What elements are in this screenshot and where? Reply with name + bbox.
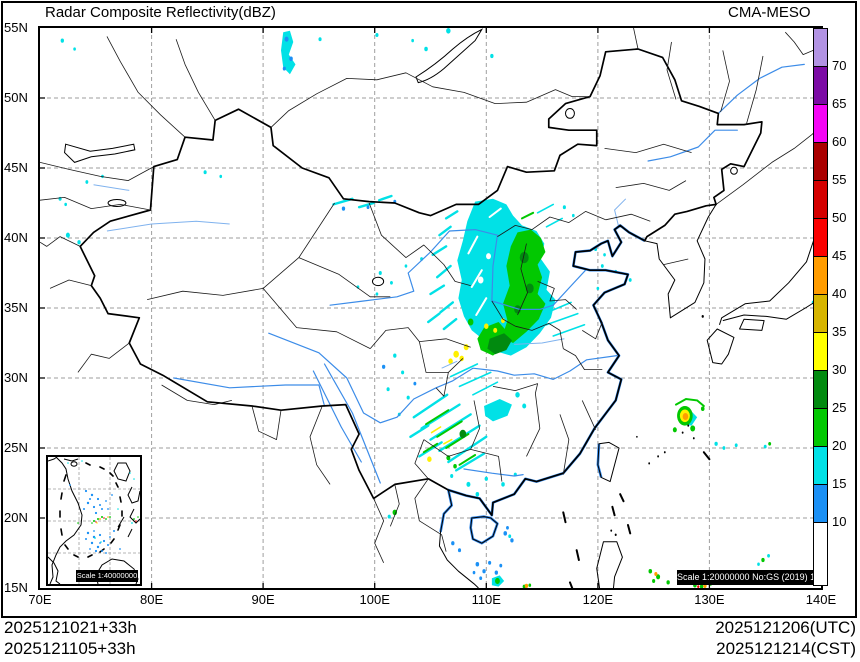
- colorbar-label-20: 20: [832, 438, 847, 453]
- province-borders: [147, 144, 691, 481]
- china-map: [40, 28, 821, 588]
- colorbar-label-30: 30: [832, 362, 847, 377]
- lat-label-15N: 15N: [4, 580, 28, 595]
- colorbar-label-70: 70: [832, 58, 847, 73]
- inset-echoes: [67, 460, 139, 554]
- colorbar-swatch-12: [813, 484, 828, 523]
- init-time-cst: 2025121105+33h: [4, 639, 136, 658]
- colorbar-label-45: 45: [832, 248, 847, 263]
- colorbar-swatch-8: [813, 332, 828, 371]
- colorbar-swatch-4: [813, 180, 828, 219]
- south-china-sea-inset: Scale 1:40000000: [46, 455, 142, 586]
- colorbar-label-25: 25: [832, 400, 847, 415]
- colorbar-swatch-3: [813, 142, 828, 181]
- lon-label-130E: 130E: [694, 592, 725, 607]
- lon-label-90E: 90E: [251, 592, 275, 607]
- lon-label-120E: 120E: [582, 592, 614, 607]
- init-time-utc: 2025121021+33h: [4, 618, 137, 637]
- radar-echoes: [58, 28, 820, 589]
- colorbar-swatch-1: [813, 66, 828, 105]
- lat-label-40N: 40N: [4, 230, 28, 245]
- colorbar-label-50: 50: [832, 210, 847, 225]
- colorbar-swatch-13: [813, 522, 828, 586]
- lon-label-110E: 110E: [471, 592, 501, 607]
- lat-label-30N: 30N: [4, 370, 28, 385]
- map-frame: [38, 26, 823, 590]
- colorbar-swatch-6: [813, 256, 828, 295]
- lon-label-70E: 70E: [28, 592, 52, 607]
- colorbar-label-65: 65: [832, 96, 847, 111]
- colorbar-label-55: 55: [832, 172, 847, 187]
- colorbar-label-35: 35: [832, 324, 847, 339]
- lat-label-45N: 45N: [4, 160, 28, 175]
- lat-label-20N: 20N: [4, 510, 28, 525]
- lon-label-100E: 100E: [359, 592, 390, 607]
- colorbar-label-10: 10: [832, 514, 847, 529]
- foreign-borders: [40, 28, 821, 563]
- axis-ticks: [40, 28, 821, 588]
- map-borders: [40, 28, 821, 588]
- colorbar-swatch-10: [813, 408, 828, 447]
- lat-label-25N: 25N: [4, 440, 28, 455]
- valid-time-cst: 2025121214(CST): [716, 639, 856, 658]
- valid-time-utc: 2025121206(UTC): [715, 618, 856, 637]
- colorbar-swatch-2: [813, 104, 828, 143]
- model-name: CMA-MESO: [728, 4, 811, 21]
- lon-label-80E: 80E: [139, 592, 164, 607]
- colorbar-swatch-11: [813, 446, 828, 485]
- page-title: Radar Composite Reflectivity(dBZ): [45, 4, 276, 21]
- colorbar-label-15: 15: [832, 476, 847, 491]
- colorbar-label-40: 40: [832, 286, 847, 301]
- outer-border: [1, 1, 857, 618]
- colorbar-label-60: 60: [832, 134, 847, 149]
- lat-label-35N: 35N: [4, 300, 28, 315]
- colorbar-swatch-5: [813, 218, 828, 257]
- colorbar-swatch-0: [813, 28, 828, 67]
- colorbar-swatch-9: [813, 370, 828, 409]
- map-scale-label: Scale 1:20000000 No:GS (2019) 1786: [677, 570, 830, 585]
- lat-label-50N: 50N: [4, 90, 28, 105]
- inset-scale-label: Scale 1:40000000: [76, 570, 138, 582]
- lat-label-55N: 55N: [4, 20, 28, 35]
- colorbar-swatch-7: [813, 294, 828, 333]
- rivers: [94, 49, 805, 483]
- lon-label-140E: 140E: [805, 592, 837, 607]
